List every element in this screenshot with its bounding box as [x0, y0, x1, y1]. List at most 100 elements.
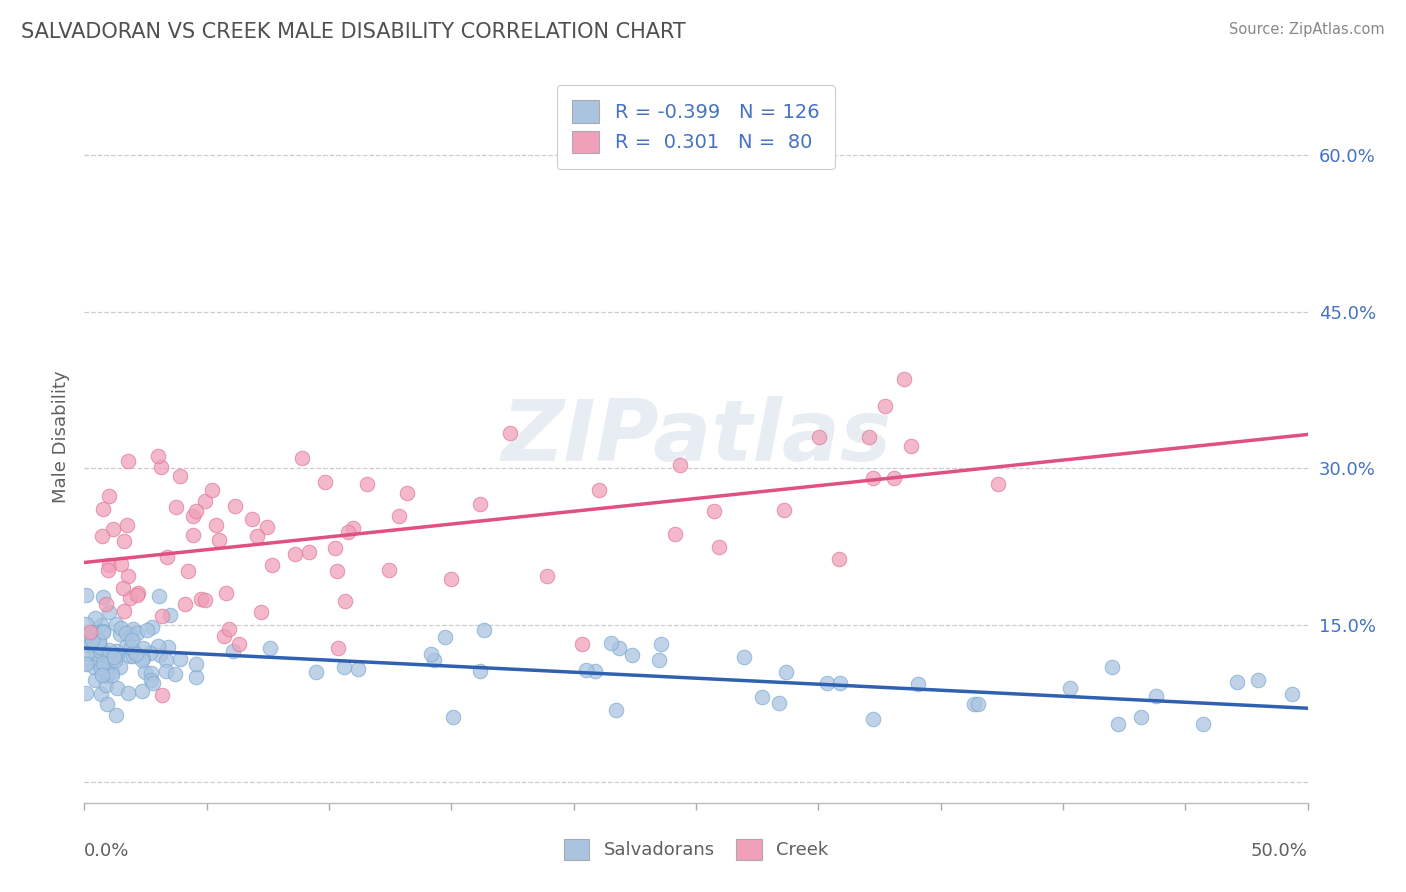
- Point: [100, 667, 122, 681]
- Point: [215, 586, 238, 600]
- Point: [1192, 717, 1215, 731]
- Point: [169, 469, 191, 483]
- Point: [117, 568, 139, 582]
- Point: [101, 665, 124, 679]
- Point: [337, 524, 360, 539]
- Point: [583, 665, 606, 679]
- Point: [184, 657, 207, 671]
- Point: [250, 605, 273, 619]
- Point: [650, 637, 672, 651]
- Text: Source: ZipAtlas.com: Source: ZipAtlas.com: [1229, 22, 1385, 37]
- Point: [395, 485, 418, 500]
- Point: [907, 677, 929, 691]
- Point: [132, 651, 155, 665]
- Point: [440, 572, 463, 586]
- Point: [173, 597, 195, 611]
- Point: [256, 520, 278, 534]
- Text: 0.0%: 0.0%: [84, 842, 129, 860]
- Point: [605, 702, 627, 716]
- Point: [91, 590, 114, 604]
- Point: [79, 635, 101, 649]
- Point: [664, 526, 686, 541]
- Point: [93, 658, 115, 673]
- Point: [828, 552, 851, 566]
- Point: [588, 483, 610, 497]
- Point: [208, 533, 231, 547]
- Point: [751, 690, 773, 704]
- Point: [121, 622, 143, 636]
- Point: [149, 648, 172, 663]
- Point: [499, 426, 522, 441]
- Point: [97, 649, 120, 664]
- Point: [858, 430, 880, 444]
- Point: [127, 586, 149, 600]
- Point: [105, 681, 128, 695]
- Point: [104, 644, 127, 658]
- Point: [575, 663, 598, 677]
- Point: [89, 687, 111, 701]
- Point: [91, 624, 114, 639]
- Point: [703, 504, 725, 518]
- Point: [1059, 681, 1081, 695]
- Point: [97, 642, 120, 657]
- Point: [177, 564, 200, 578]
- Point: [134, 665, 156, 679]
- Point: [121, 633, 143, 648]
- Point: [83, 643, 105, 657]
- Point: [125, 648, 148, 662]
- Point: [326, 564, 349, 578]
- Point: [862, 471, 884, 485]
- Point: [117, 686, 139, 700]
- Point: [987, 477, 1010, 491]
- Point: [120, 627, 142, 641]
- Point: [342, 521, 364, 535]
- Point: [148, 449, 170, 463]
- Point: [707, 541, 730, 555]
- Point: [146, 640, 169, 654]
- Point: [1281, 687, 1303, 701]
- Point: [332, 660, 354, 674]
- Point: [205, 518, 228, 533]
- Point: [607, 641, 630, 656]
- Point: [101, 522, 124, 536]
- Point: [875, 399, 897, 413]
- Point: [110, 621, 132, 635]
- Point: [75, 686, 97, 700]
- Point: [75, 657, 97, 671]
- Point: [97, 563, 120, 577]
- Point: [963, 697, 986, 711]
- Point: [94, 597, 117, 611]
- Point: [388, 508, 411, 523]
- Point: [115, 626, 138, 640]
- Point: [194, 593, 217, 607]
- Point: [97, 490, 120, 504]
- Point: [157, 640, 180, 654]
- Point: [104, 652, 127, 666]
- Point: [77, 634, 100, 648]
- Point: [883, 470, 905, 484]
- Point: [75, 588, 97, 602]
- Point: [96, 646, 118, 660]
- Point: [184, 670, 207, 684]
- Text: 50.0%: 50.0%: [1251, 842, 1308, 860]
- Point: [423, 652, 446, 666]
- Point: [150, 608, 173, 623]
- Point: [815, 676, 838, 690]
- Point: [245, 529, 267, 543]
- Point: [149, 459, 172, 474]
- Point: [89, 644, 111, 658]
- Point: [91, 529, 114, 543]
- Point: [112, 581, 135, 595]
- Point: [775, 665, 797, 679]
- Point: [224, 499, 246, 513]
- Point: [314, 475, 336, 490]
- Point: [98, 605, 121, 619]
- Point: [169, 651, 191, 665]
- Point: [105, 708, 128, 723]
- Point: [141, 620, 163, 634]
- Point: [87, 633, 110, 648]
- Point: [298, 545, 321, 559]
- Point: [893, 372, 915, 386]
- Point: [82, 632, 104, 647]
- Point: [83, 659, 105, 673]
